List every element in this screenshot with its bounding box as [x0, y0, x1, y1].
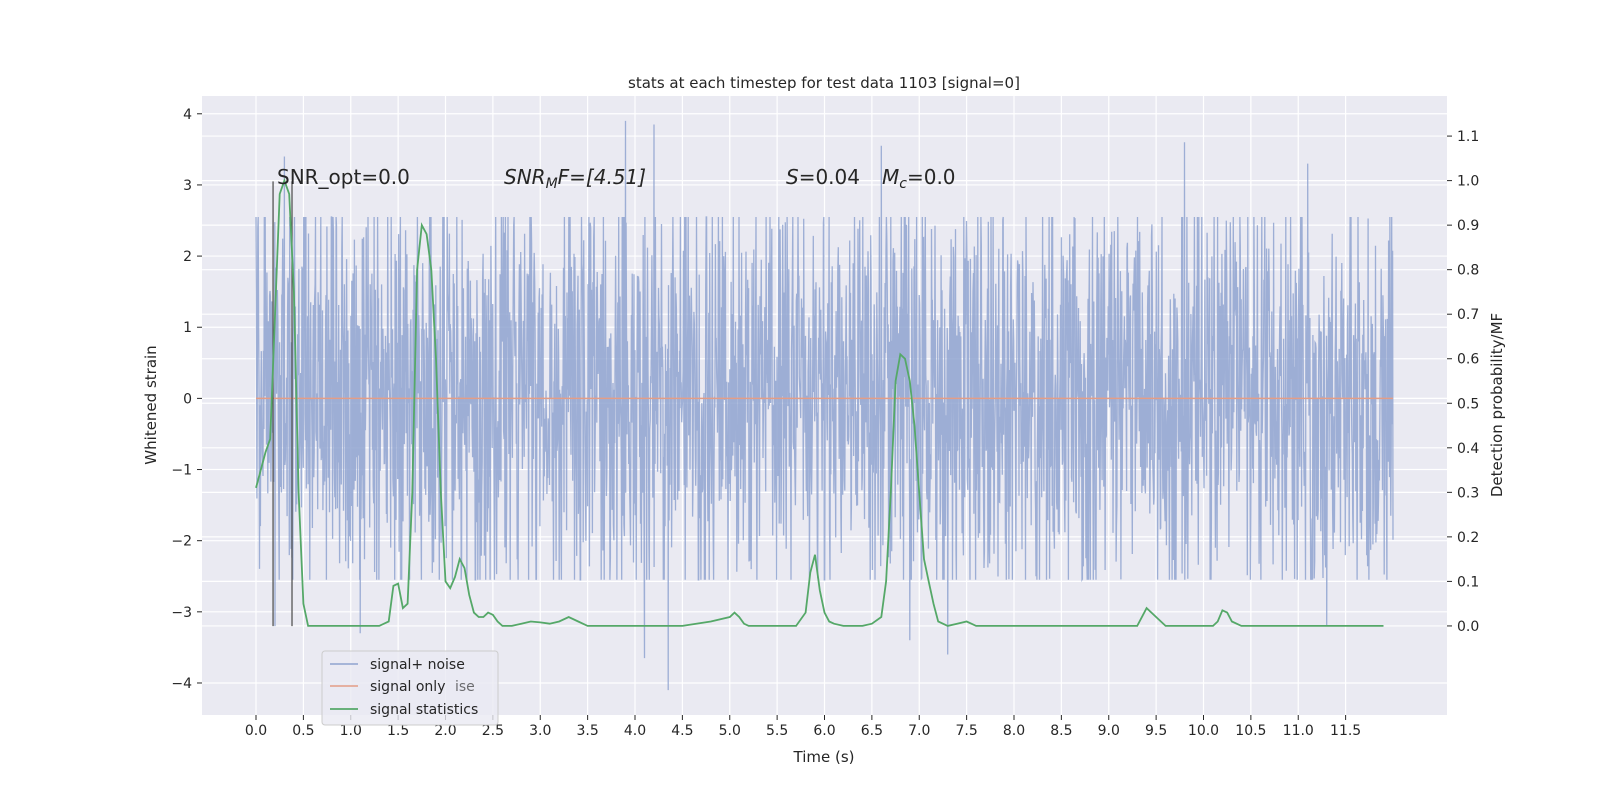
y-left-tick-label: −3: [171, 605, 192, 621]
x-tick-label: 1.5: [387, 723, 409, 739]
y-left-tick-label: 3: [183, 178, 192, 194]
annotation-s-base: S: [786, 165, 799, 189]
y-left-tick-label: 1: [183, 320, 192, 336]
x-tick-label: 0.5: [292, 723, 314, 739]
x-tick-label: 5.0: [719, 723, 741, 739]
y-right-tick-label: 0.6: [1457, 352, 1479, 368]
y-left-tick-label: 2: [183, 249, 192, 265]
y-right-tick-label: 1.1: [1457, 129, 1479, 145]
y-right-tick-label: 0.1: [1457, 574, 1479, 590]
y-right-axis-ticks: 0.0 0.1 0.2 0.3 0.4 0.5 0.6 0.7 0.8 0.9 1.0 1.1: [1447, 129, 1479, 635]
x-tick-label: 9.0: [1098, 723, 1120, 739]
legend-label-signal-statistics: signal statistics: [370, 702, 478, 718]
x-tick-label: 8.0: [1003, 723, 1025, 739]
x-tick-label: 2.5: [482, 723, 504, 739]
y-left-tick-label: 0: [183, 391, 192, 407]
y-right-tick-label: 0.8: [1457, 263, 1479, 279]
x-tick-label: 11.0: [1283, 723, 1314, 739]
annotation-s: S=0.04: [786, 165, 860, 189]
y-right-tick-label: 0.5: [1457, 396, 1479, 412]
annotation-snr-opt: SNR_opt=0.0: [277, 165, 410, 189]
y-right-tick-label: 0.9: [1457, 218, 1479, 234]
x-tick-label: 5.5: [766, 723, 788, 739]
y-left-tick-label: −1: [171, 463, 192, 479]
x-tick-label: 6.0: [813, 723, 835, 739]
x-axis-label: Time (s): [793, 748, 855, 766]
y-left-axis-ticks: −4 −3 −2 −1 0 1 2 3 4: [171, 107, 202, 692]
y-right-tick-label: 0.3: [1457, 485, 1479, 501]
annotation-snr-mf-sub: M: [546, 176, 558, 192]
legend-label-signal-only: signal only: [370, 679, 445, 695]
annotation-mc: Mc=0.0: [882, 165, 956, 192]
legend-label-signal-noise: signal+ noise: [370, 657, 465, 673]
annotation-s-tail: =0.04: [799, 165, 860, 189]
y-right-tick-label: 0.0: [1457, 619, 1479, 635]
x-tick-label: 7.0: [908, 723, 930, 739]
y-right-tick-label: 0.4: [1457, 441, 1479, 457]
x-axis-ticks: 0.0 0.5 1.0 1.5 2.0 2.5 3.0 3.5 4.0 4.5 5.0 5.5 6.0 6…: [245, 715, 1361, 739]
y-right-tick-label: 0.7: [1457, 307, 1479, 323]
x-tick-label: 10.0: [1188, 723, 1219, 739]
chart-title: stats at each timestep for test data 110…: [628, 74, 1020, 92]
x-tick-label: 3.5: [576, 723, 598, 739]
y-left-tick-label: 4: [183, 107, 192, 123]
x-tick-label: 4.5: [671, 723, 693, 739]
x-tick-label: 2.0: [434, 723, 456, 739]
annotation-snr-mf: SNRMF=[4.51]: [504, 165, 646, 192]
y-left-tick-label: −4: [171, 676, 192, 692]
legend-box: [321, 650, 499, 726]
x-tick-label: 1.0: [340, 723, 362, 739]
annotation-mc-sub: c: [899, 176, 907, 192]
x-tick-label: 4.0: [624, 723, 646, 739]
legend: ise signal+ noise signal only signal sta…: [321, 650, 499, 726]
legend-overlap-text: ise: [455, 679, 475, 695]
x-tick-label: 11.5: [1330, 723, 1361, 739]
x-tick-label: 7.5: [955, 723, 977, 739]
x-tick-label: 8.5: [1050, 723, 1072, 739]
annotation-mc-base: M: [882, 165, 899, 189]
y-left-axis-label: Whitened strain: [142, 345, 160, 464]
annotation-mc-tail: =0.0: [907, 165, 956, 189]
series-signal-statistics-line: [255, 177, 1384, 627]
annotation-snr-mf-base: SNR: [504, 165, 546, 189]
x-tick-label: 9.5: [1145, 723, 1167, 739]
annotation-snr-mf-tail-letter: F=[4.51]: [558, 165, 646, 189]
x-tick-label: 0.0: [245, 723, 267, 739]
y-right-axis-label: Detection probability/MF: [1488, 313, 1506, 497]
signal-noise-trace: [255, 120, 1394, 691]
x-tick-label: 3.0: [529, 723, 551, 739]
y-left-tick-label: −2: [171, 534, 192, 550]
series-signal-noise: [255, 120, 1394, 691]
x-tick-label: 10.5: [1235, 723, 1266, 739]
x-tick-label: 6.5: [861, 723, 883, 739]
y-right-tick-label: 1.0: [1457, 174, 1479, 190]
y-right-tick-label: 0.2: [1457, 530, 1479, 546]
